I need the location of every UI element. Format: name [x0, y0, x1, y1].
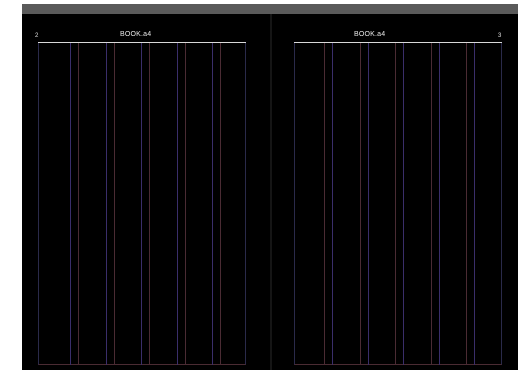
top-toolbar-strip	[22, 4, 518, 14]
right-gutter-guide-5	[466, 43, 467, 365]
left-column-guide-5	[212, 43, 213, 365]
right-running-header: BOOK.a4	[354, 31, 386, 38]
left-gutter-guide-5	[220, 43, 221, 365]
left-header-rule	[38, 42, 246, 43]
left-column-guide-1	[70, 43, 71, 365]
left-gutter-guide-2	[114, 43, 115, 365]
left-page-number: 2	[35, 33, 39, 39]
left-gutter-guide-3	[149, 43, 150, 365]
left-running-header: BOOK.a4	[120, 31, 152, 38]
right-gutter-guide-1	[324, 43, 325, 365]
left-column-guide-2	[106, 43, 107, 365]
left-gutter-guide-1	[78, 43, 79, 365]
right-column-guide-5	[474, 43, 475, 365]
right-header-rule	[294, 42, 502, 43]
left-gutter-guide-4	[185, 43, 186, 365]
right-text-frame[interactable]	[294, 43, 502, 365]
right-column-guide-1	[332, 43, 333, 365]
right-gutter-guide-2	[360, 43, 361, 365]
spread-spine	[270, 14, 272, 370]
left-column-guide-3	[141, 43, 142, 365]
right-page-number: 3	[498, 33, 502, 39]
right-gutter-guide-3	[395, 43, 396, 365]
right-column-guide-2	[368, 43, 369, 365]
left-column-guide-4	[177, 43, 178, 365]
right-column-guide-4	[439, 43, 440, 365]
layout-canvas[interactable]: 2 BOOK.a4 BOOK.a4 3	[22, 4, 518, 370]
right-column-guide-3	[403, 43, 404, 365]
left-text-frame[interactable]	[38, 43, 246, 365]
left-page[interactable]: 2 BOOK.a4	[22, 14, 270, 370]
right-gutter-guide-4	[431, 43, 432, 365]
right-page[interactable]: BOOK.a4 3	[272, 14, 518, 370]
